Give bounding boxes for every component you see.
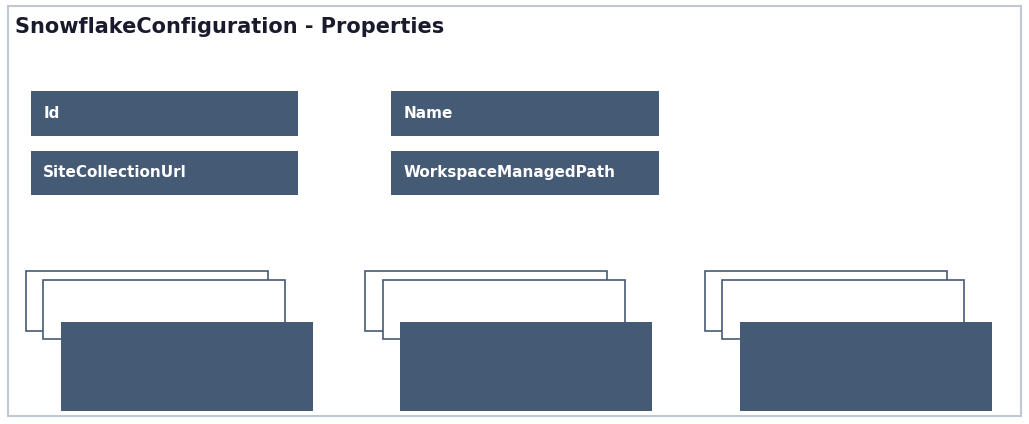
- Text: WorkspaceManagedPath: WorkspaceManagedPath: [403, 165, 615, 180]
- FancyBboxPatch shape: [31, 151, 298, 195]
- FancyBboxPatch shape: [705, 271, 947, 331]
- FancyBboxPatch shape: [391, 151, 659, 195]
- Text: Name: Name: [403, 106, 453, 121]
- FancyBboxPatch shape: [400, 322, 652, 411]
- FancyBboxPatch shape: [722, 280, 964, 339]
- FancyBboxPatch shape: [391, 91, 659, 136]
- Text: ContextualAction: ContextualAction: [413, 359, 561, 374]
- FancyBboxPatch shape: [61, 322, 313, 411]
- FancyBboxPatch shape: [740, 322, 992, 411]
- Text: WorkspaceType: WorkspaceType: [752, 359, 886, 374]
- FancyBboxPatch shape: [26, 271, 268, 331]
- FancyBboxPatch shape: [365, 271, 607, 331]
- FancyBboxPatch shape: [31, 91, 298, 136]
- Text: Id: Id: [43, 106, 60, 121]
- FancyBboxPatch shape: [43, 280, 285, 339]
- Text: SiteCollectionUrl: SiteCollectionUrl: [43, 165, 187, 180]
- Text: NavigationNode: NavigationNode: [73, 359, 211, 374]
- Text: SnowflakeConfiguration - Properties: SnowflakeConfiguration - Properties: [15, 17, 445, 37]
- FancyBboxPatch shape: [383, 280, 625, 339]
